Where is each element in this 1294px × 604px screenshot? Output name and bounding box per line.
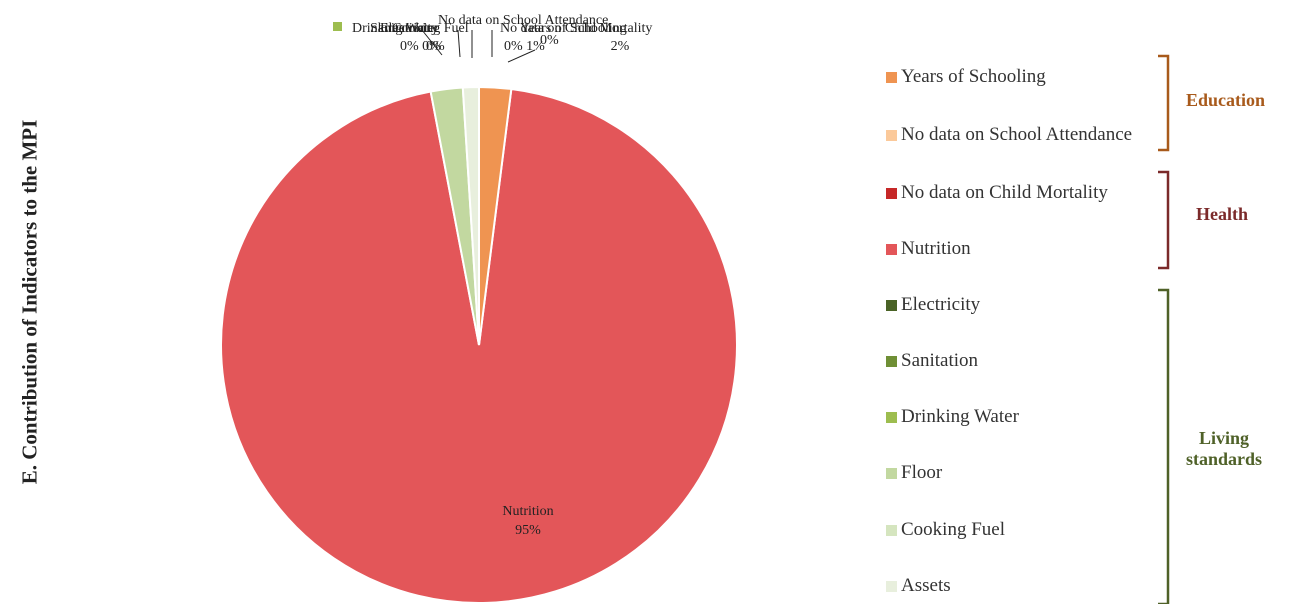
data-label-nutrition-value: 95% (515, 523, 541, 538)
legend-label: No data on Child Mortality (901, 182, 1108, 203)
top-value-cluster-right: 0% 1% (504, 39, 545, 54)
top-label-cooking-fuel: Cooking Fuel (392, 21, 469, 36)
group-label-living-standards: Living standards (1186, 428, 1263, 469)
legend-swatch (886, 411, 897, 423)
group-bracket-health (1158, 170, 1170, 270)
legend-label: Assets (901, 575, 951, 596)
legend-item-no-data-on-child-mortality: No data on Child Mortality (886, 182, 1108, 204)
top-label-years-schooling: Years of Schooling (520, 21, 627, 36)
top-label-child-mortality: No data on Child Mortality (500, 21, 652, 36)
top-value-cluster-right-2: 0% (540, 33, 559, 48)
legend-item-no-data-on-school-attendance: No data on School Attendance (886, 124, 1132, 146)
legend-swatch (886, 580, 897, 592)
legend-item-sanitation: Sanitation (886, 350, 978, 372)
legend-swatch (886, 243, 897, 255)
group-label-education: Education (1186, 90, 1266, 110)
top-value-cluster-mid: 0% (426, 39, 445, 54)
top-value-years-schooling: 2% (611, 39, 630, 54)
top-label-electricity: Electricity (380, 21, 438, 36)
legend-item-floor: Floor (886, 462, 942, 484)
legend-swatch (886, 71, 897, 83)
legend-label: Cooking Fuel (901, 519, 1005, 540)
legend-swatch (886, 467, 897, 479)
top-label-school-attendance: No data on School Attendance (438, 13, 608, 28)
leader-line-1 (457, 29, 461, 58)
legend-swatch (886, 187, 897, 199)
pie-slice-assets (461, 85, 480, 346)
legend-label: Sanitation (901, 350, 979, 371)
legend-swatch (886, 524, 897, 536)
data-label-nutrition-name: Nutrition (502, 504, 553, 519)
leader-line-0 (421, 29, 443, 56)
legend-item-drinking-water: Drinking Water (886, 406, 1019, 428)
legend-label: Electricity (901, 294, 981, 315)
top-label-sanitation: Sanitation (370, 21, 427, 36)
top-legend-swatch (333, 22, 342, 31)
legend-label: No data on School Attendance (901, 124, 1133, 145)
top-value-cluster-left: 0% 0% (400, 39, 441, 54)
legend-swatch (886, 355, 897, 367)
legend-item-nutrition: Nutrition (886, 238, 971, 260)
group-bracket-education (1158, 54, 1170, 152)
legend-item-cooking-fuel: Cooking Fuel (886, 519, 1005, 541)
group-label-health: Health (1196, 204, 1248, 224)
legend-swatch (886, 129, 897, 141)
legend-swatch (886, 299, 897, 311)
legend-item-assets: Assets (886, 575, 951, 597)
legend-label: Drinking Water (901, 406, 1019, 427)
pie-slice-nutrition (220, 87, 738, 604)
legend-label: Floor (901, 462, 943, 483)
top-label-drinking-water: Drinking Water (352, 21, 439, 36)
leader-line-4 (507, 49, 536, 63)
legend-item-years-of-schooling: Years of Schooling (886, 66, 1046, 88)
legend-item-electricity: Electricity (886, 294, 980, 316)
legend-label: Nutrition (901, 238, 971, 259)
group-bracket-living-standards (1158, 288, 1170, 604)
legend-label: Years of Schooling (901, 66, 1046, 87)
